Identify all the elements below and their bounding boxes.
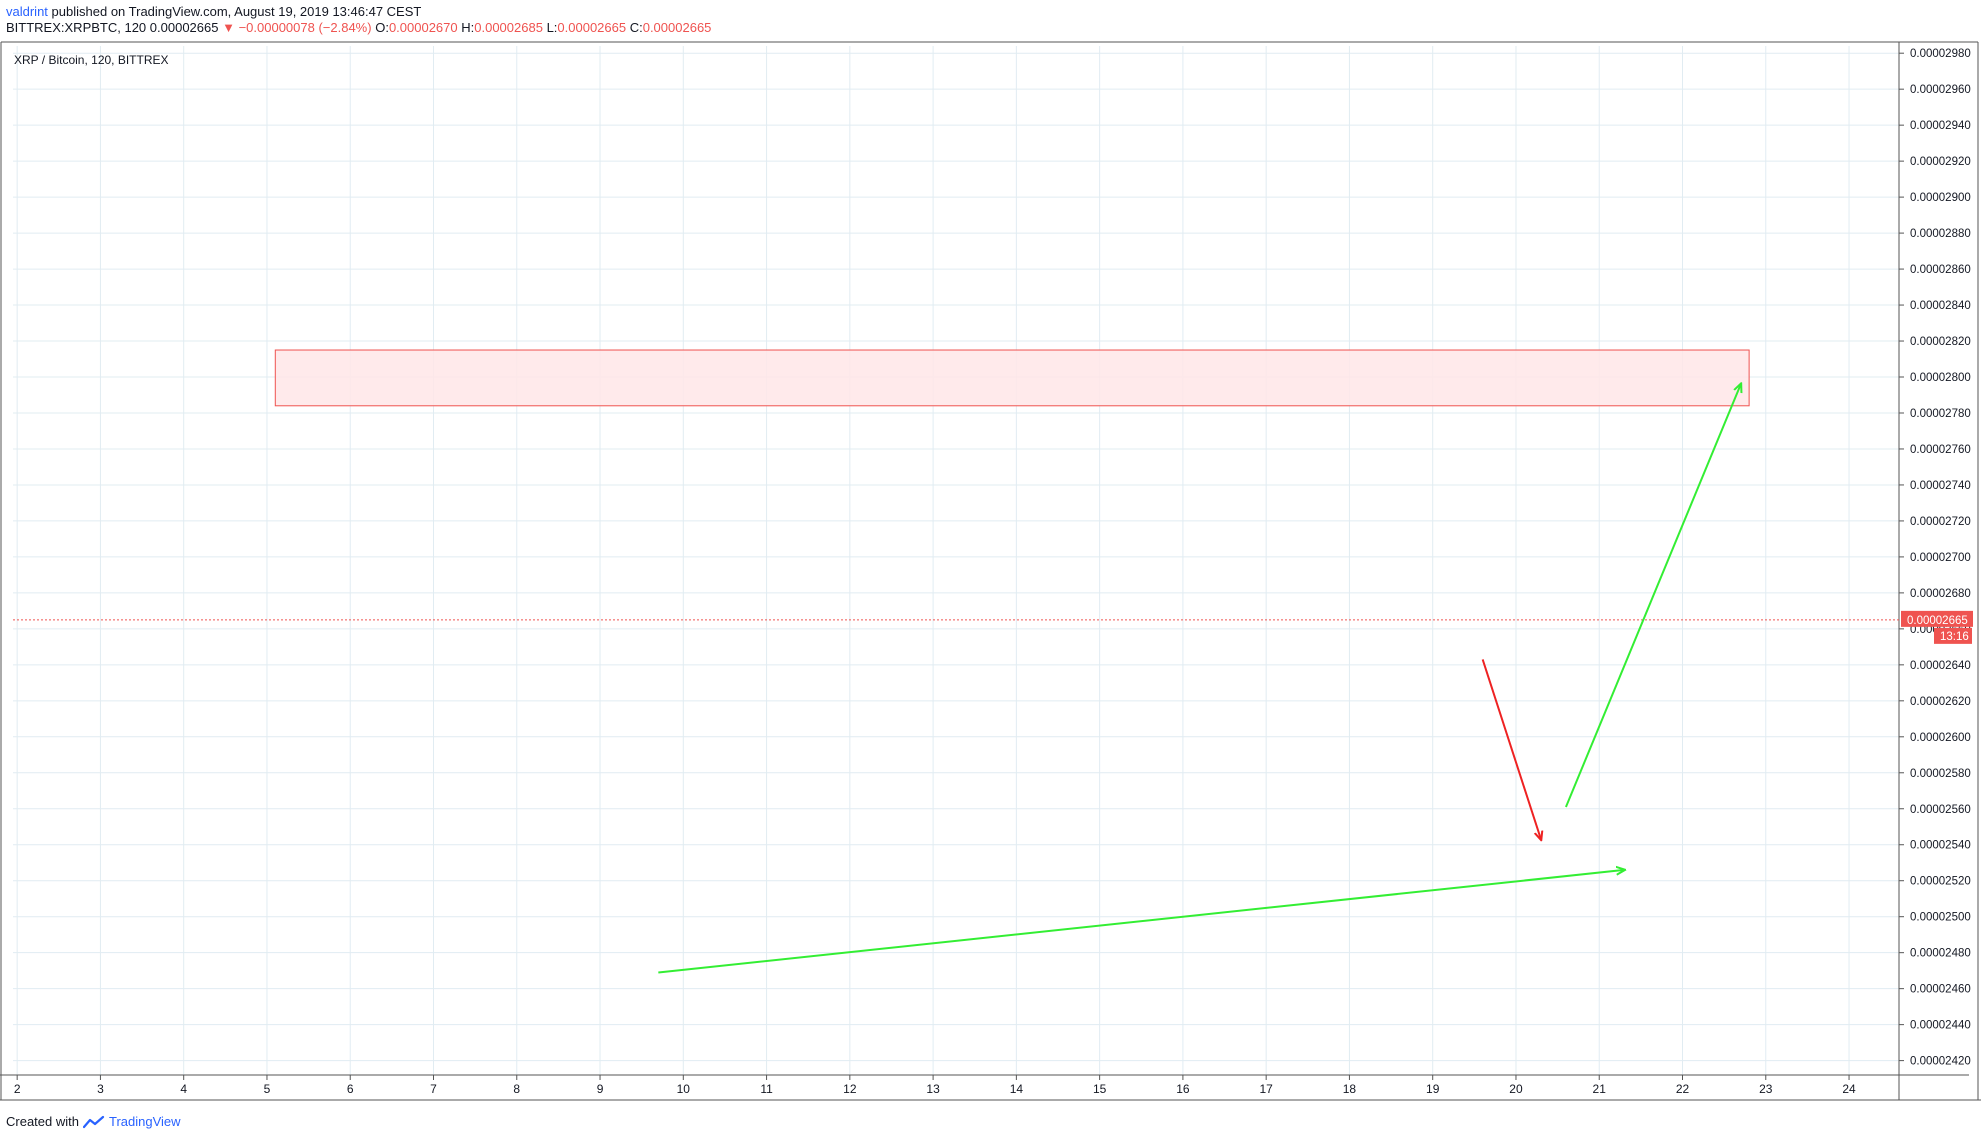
x-tick-label: 6	[347, 1082, 354, 1096]
y-tick-label: 0.00002580	[1910, 768, 1971, 780]
x-tick-label: 21	[1593, 1082, 1607, 1096]
x-tick-label: 8	[513, 1082, 520, 1096]
x-tick-label: 12	[843, 1082, 857, 1096]
y-tick-label: 0.00002980	[1910, 48, 1971, 60]
published-text: published on TradingView.com, August 19,…	[51, 4, 422, 19]
x-tick-label: 7	[430, 1082, 437, 1096]
x-tick-label: 10	[677, 1082, 691, 1096]
y-tick-label: 0.00002940	[1910, 120, 1971, 132]
x-tick-label: 3	[97, 1082, 104, 1096]
x-tick-label: 9	[597, 1082, 604, 1096]
last-price-tag	[1901, 610, 1973, 627]
symbol-interval: BITTREX:XRPBTC, 120	[6, 20, 147, 35]
projection-up-arrow	[1565, 384, 1741, 808]
y-tick-label: 0.00002880	[1910, 228, 1971, 240]
x-tick-label: 15	[1093, 1082, 1107, 1096]
y-tick-label: 0.00002720	[1910, 516, 1971, 528]
created-with-text: Created with	[6, 1114, 79, 1129]
resistance-zone	[274, 349, 1750, 407]
y-tick-label: 0.00002800	[1910, 372, 1971, 384]
y-tick-label: 0.00002920	[1910, 156, 1971, 168]
y-tick-label: 0.00002760	[1910, 444, 1971, 456]
y-tick-label: 0.00002420	[1910, 1056, 1971, 1068]
close-value: 0.00002665	[642, 20, 712, 35]
last-price-text: 0.00002665	[149, 20, 219, 35]
x-tick-label: 18	[1343, 1082, 1357, 1096]
tradingview-brand[interactable]: TradingView	[108, 1114, 181, 1129]
y-tick-label: 0.00002520	[1910, 876, 1971, 888]
y-tick-label: 0.00002680	[1910, 588, 1971, 600]
y-tick-label: 0.00002540	[1910, 840, 1971, 852]
x-tick-label: 4	[180, 1082, 187, 1096]
high-label: H:	[461, 20, 475, 35]
x-tick-label: 23	[1759, 1082, 1773, 1096]
author-name[interactable]: valdrint	[6, 4, 48, 19]
close-label: C:	[629, 20, 643, 35]
high-value: 0.00002685	[474, 20, 543, 35]
x-tick-label: 13	[926, 1082, 940, 1096]
low-value: 0.00002665	[557, 20, 627, 35]
x-tick-label: 17	[1259, 1082, 1273, 1096]
last-price-label: 0.00002665	[1907, 615, 1968, 627]
y-tick-label: 0.00002900	[1910, 192, 1971, 204]
open-value: 0.00002670	[388, 20, 458, 35]
y-tick-label: 0.00002740	[1910, 480, 1971, 492]
projection-down-arrow	[1481, 659, 1541, 839]
x-tick-label: 14	[1010, 1082, 1024, 1096]
y-tick-label: 0.00002620	[1910, 696, 1971, 708]
tradingview-logo-icon	[82, 1115, 105, 1128]
x-tick-label: 20	[1509, 1082, 1523, 1096]
y-tick-label: 0.00002440	[1910, 1020, 1971, 1032]
chart-header: valdrint published on TradingView.com, A…	[6, 4, 711, 36]
y-tick-label: 0.00002820	[1910, 336, 1971, 348]
y-tick-label: 0.00002700	[1910, 552, 1971, 564]
y-tick-label: 0.00002640	[1910, 660, 1971, 672]
x-tick-label: 16	[1176, 1082, 1190, 1096]
x-tick-label: 5	[264, 1082, 271, 1096]
y-tick-label: 0.00002460	[1910, 984, 1971, 996]
change-text: ▼ −0.00000078 (−2.84%)	[222, 20, 372, 35]
footer: Created with TradingView	[6, 1114, 181, 1129]
x-tick-label: 22	[1676, 1082, 1690, 1096]
support-trendline	[658, 870, 1624, 974]
y-tick-label: 0.00002600	[1910, 732, 1971, 744]
countdown-tag	[1934, 627, 1972, 644]
symbol-legend: XRP / Bitcoin, 120, BITTREX	[14, 53, 169, 67]
y-tick-label: 0.00002500	[1910, 912, 1971, 924]
x-tick-label: 24	[1842, 1082, 1856, 1096]
y-tick-label: 0.00002840	[1910, 300, 1971, 312]
low-label: L:	[546, 20, 558, 35]
y-tick-label: 0.00002960	[1910, 84, 1971, 96]
y-tick-label: 0.00002860	[1910, 264, 1971, 276]
y-tick-label: 0.00002780	[1910, 408, 1971, 420]
x-tick-label: 19	[1426, 1082, 1440, 1096]
y-tick-label: 0.00002480	[1910, 948, 1971, 960]
x-tick-label: 11	[760, 1082, 773, 1096]
open-label: O:	[375, 20, 389, 35]
x-tick-label: 2	[14, 1082, 21, 1096]
countdown-label: 13:16	[1940, 631, 1969, 643]
y-tick-label: 0.00002560	[1910, 804, 1971, 816]
plot-background	[12, 45, 1900, 1076]
